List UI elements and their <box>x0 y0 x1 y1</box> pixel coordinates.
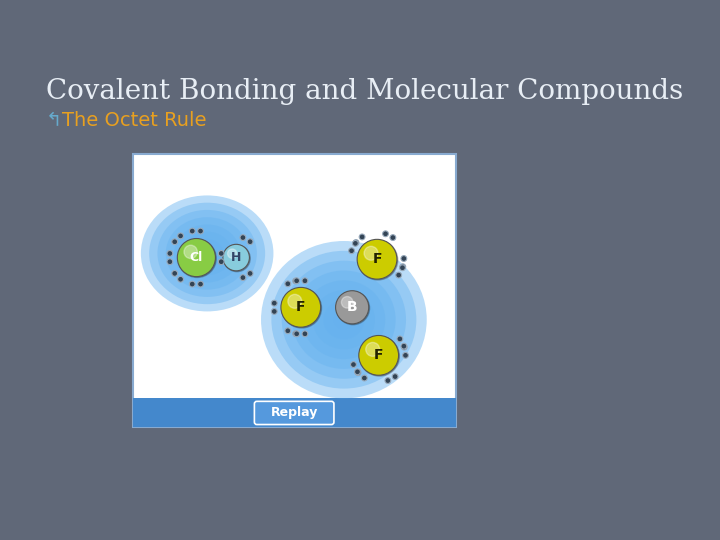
Circle shape <box>351 362 356 367</box>
Circle shape <box>177 239 215 276</box>
Circle shape <box>401 255 407 261</box>
Text: The Octet Rule: The Octet Rule <box>62 111 207 130</box>
Circle shape <box>247 271 253 276</box>
Ellipse shape <box>261 241 427 399</box>
Circle shape <box>293 330 299 336</box>
Circle shape <box>401 343 407 349</box>
Circle shape <box>400 265 405 271</box>
Circle shape <box>361 375 367 381</box>
Circle shape <box>302 278 308 284</box>
Ellipse shape <box>302 280 385 359</box>
Circle shape <box>285 281 291 287</box>
FancyBboxPatch shape <box>254 401 334 424</box>
FancyBboxPatch shape <box>132 154 456 428</box>
Circle shape <box>401 345 407 350</box>
Circle shape <box>294 331 300 337</box>
Circle shape <box>197 228 204 234</box>
Text: F: F <box>296 300 305 314</box>
Circle shape <box>366 342 379 356</box>
Circle shape <box>385 377 391 383</box>
Circle shape <box>400 264 405 269</box>
Text: ↰: ↰ <box>45 111 62 130</box>
Circle shape <box>218 251 224 256</box>
Circle shape <box>341 296 353 308</box>
Ellipse shape <box>191 239 224 268</box>
Ellipse shape <box>199 246 215 261</box>
Circle shape <box>402 353 408 358</box>
Ellipse shape <box>166 217 248 289</box>
Circle shape <box>247 239 253 245</box>
FancyBboxPatch shape <box>132 399 456 428</box>
Text: H: H <box>231 251 241 264</box>
Circle shape <box>178 276 184 282</box>
Circle shape <box>189 281 195 287</box>
Circle shape <box>359 335 399 375</box>
Ellipse shape <box>292 271 396 369</box>
Circle shape <box>396 272 402 278</box>
Circle shape <box>178 239 216 278</box>
Ellipse shape <box>333 310 354 329</box>
Text: Replay: Replay <box>271 407 318 420</box>
Text: F: F <box>372 252 382 266</box>
Ellipse shape <box>182 232 232 275</box>
Circle shape <box>240 235 246 240</box>
Circle shape <box>228 249 237 258</box>
Ellipse shape <box>323 300 364 340</box>
Ellipse shape <box>312 290 375 349</box>
Ellipse shape <box>174 225 240 282</box>
Circle shape <box>294 278 300 284</box>
Circle shape <box>358 240 397 280</box>
Circle shape <box>382 231 388 237</box>
Circle shape <box>353 240 359 246</box>
Circle shape <box>348 248 354 254</box>
Circle shape <box>293 278 299 284</box>
Circle shape <box>184 245 197 259</box>
Circle shape <box>271 308 277 314</box>
Circle shape <box>282 288 322 328</box>
Circle shape <box>392 374 398 380</box>
Circle shape <box>397 336 402 342</box>
Circle shape <box>167 251 173 256</box>
Circle shape <box>359 336 400 376</box>
Circle shape <box>172 239 178 245</box>
Circle shape <box>353 240 359 246</box>
Circle shape <box>359 234 365 240</box>
Circle shape <box>224 245 251 272</box>
Circle shape <box>355 370 361 375</box>
Circle shape <box>218 259 224 265</box>
Circle shape <box>364 246 378 260</box>
Ellipse shape <box>158 210 257 297</box>
Text: Covalent Bonding and Molecular Compounds: Covalent Bonding and Molecular Compounds <box>45 78 683 105</box>
Circle shape <box>336 291 369 324</box>
Text: Cl: Cl <box>190 251 203 264</box>
Circle shape <box>336 292 369 325</box>
Ellipse shape <box>141 195 274 312</box>
Circle shape <box>172 271 178 276</box>
Circle shape <box>285 328 291 334</box>
Circle shape <box>354 369 361 375</box>
Circle shape <box>223 244 249 271</box>
Circle shape <box>288 294 302 308</box>
Circle shape <box>271 300 277 306</box>
Circle shape <box>281 287 320 327</box>
Circle shape <box>197 281 204 287</box>
Circle shape <box>302 331 308 337</box>
Circle shape <box>167 259 173 265</box>
Circle shape <box>189 228 195 234</box>
Text: B: B <box>347 300 357 314</box>
Ellipse shape <box>149 202 265 304</box>
Ellipse shape <box>282 261 406 379</box>
Text: F: F <box>374 348 384 362</box>
Circle shape <box>357 239 397 279</box>
Ellipse shape <box>271 251 416 389</box>
Circle shape <box>240 275 246 280</box>
Circle shape <box>390 235 396 240</box>
Circle shape <box>178 233 184 239</box>
